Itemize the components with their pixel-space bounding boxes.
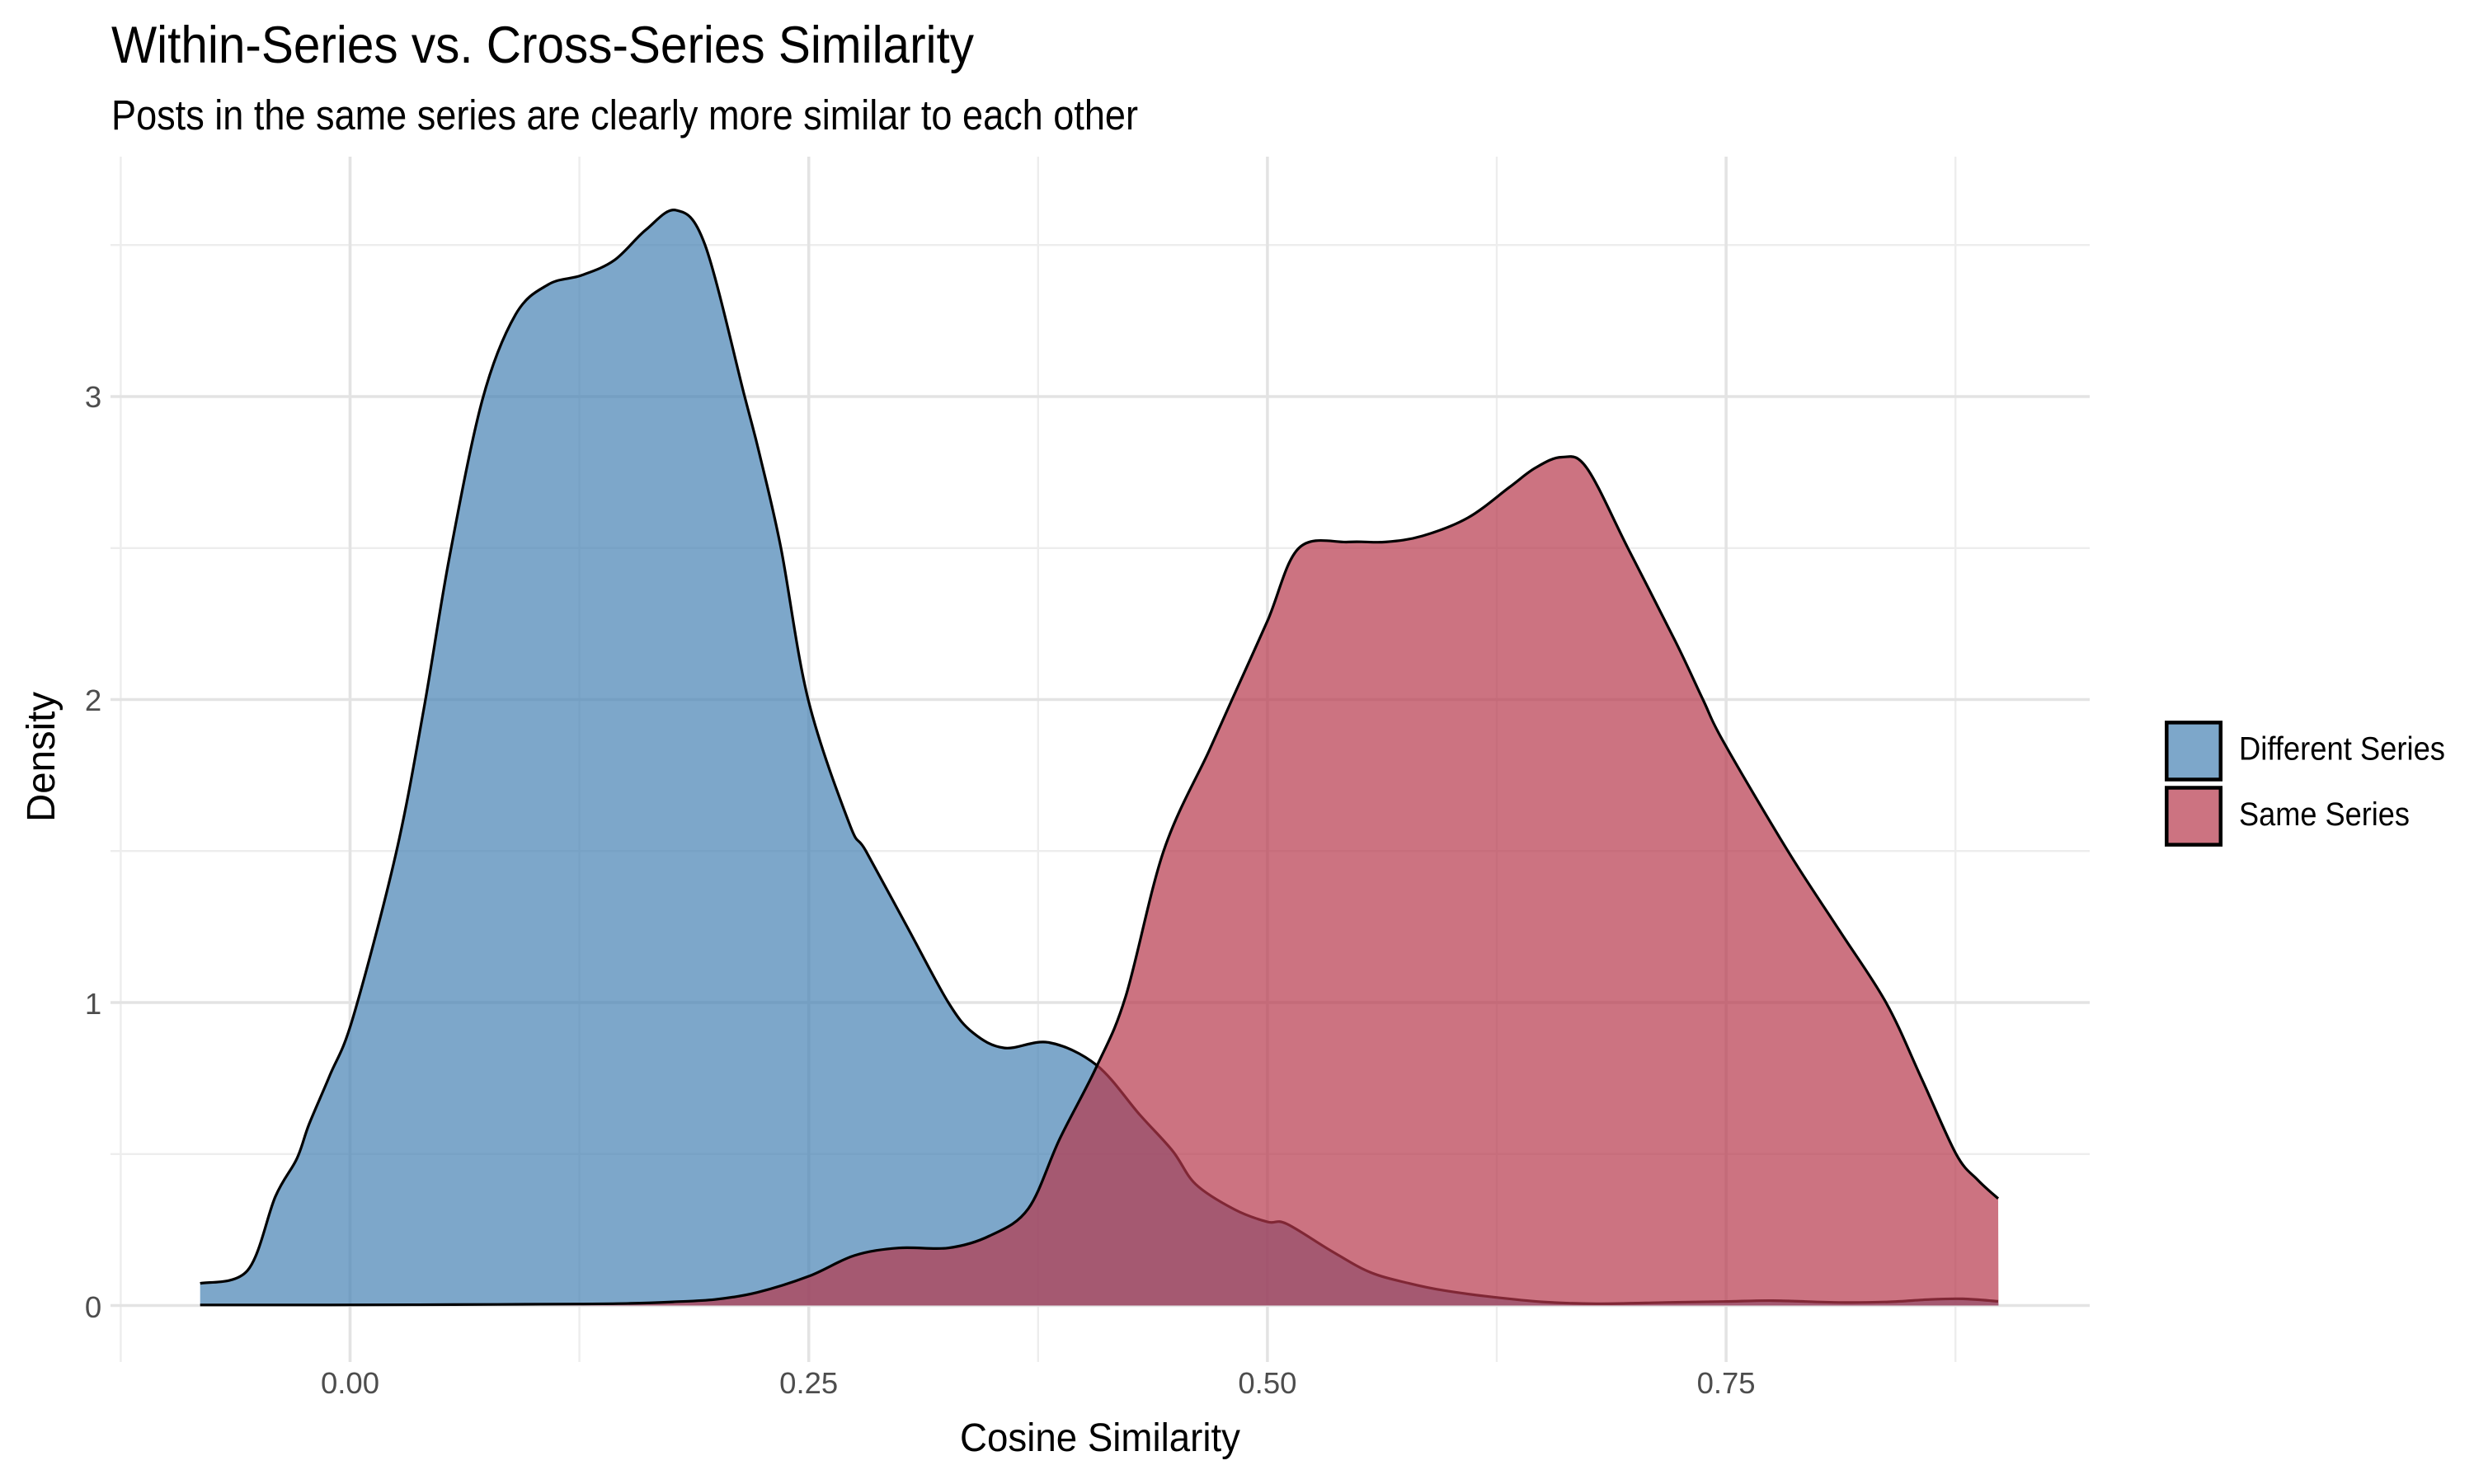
svg-text:0.75: 0.75 xyxy=(1697,1366,1756,1400)
svg-text:Cosine Similarity: Cosine Similarity xyxy=(960,1416,1240,1460)
svg-text:0: 0 xyxy=(85,1290,101,1324)
svg-text:1: 1 xyxy=(85,987,101,1021)
svg-text:Different Series: Different Series xyxy=(2239,731,2445,768)
svg-text:Posts in the same series are c: Posts in the same series are clearly mor… xyxy=(111,92,1138,139)
svg-text:Within-Series vs. Cross-Series: Within-Series vs. Cross-Series Similarit… xyxy=(111,16,974,74)
svg-text:2: 2 xyxy=(85,683,101,717)
svg-text:Same Series: Same Series xyxy=(2239,796,2410,833)
svg-text:Density: Density xyxy=(20,692,63,822)
svg-text:3: 3 xyxy=(85,380,101,414)
svg-text:0.00: 0.00 xyxy=(321,1366,379,1400)
svg-text:0.25: 0.25 xyxy=(779,1366,838,1400)
svg-text:0.50: 0.50 xyxy=(1238,1366,1296,1400)
